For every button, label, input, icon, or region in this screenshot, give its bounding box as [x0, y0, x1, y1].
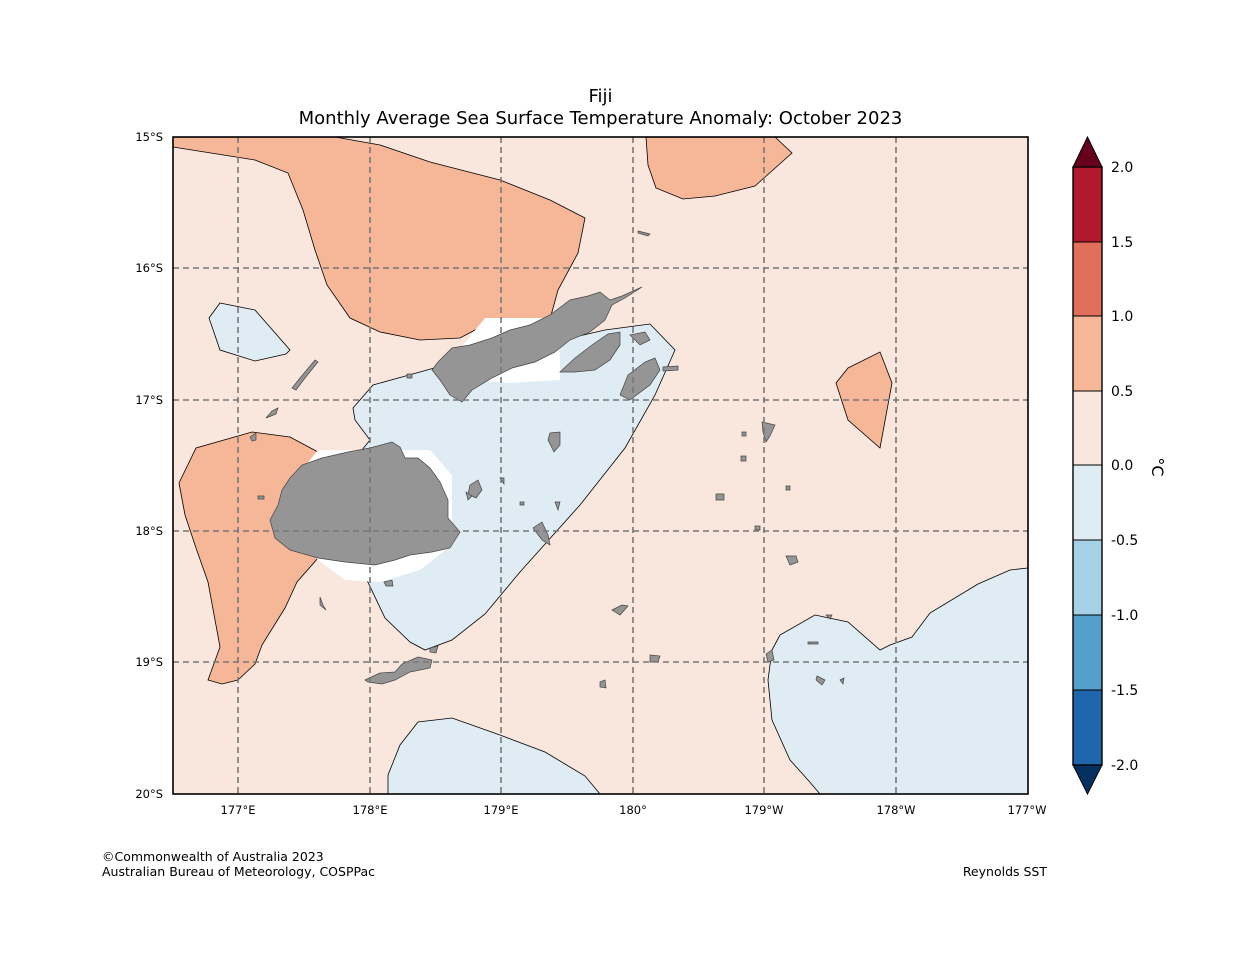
copyright-text: ©Commonwealth of Australia 2023 [102, 849, 324, 864]
data-source-text: Reynolds SST [962, 864, 1047, 879]
map-area [173, 137, 1028, 794]
vanua-levu-island [431, 286, 643, 403]
beqa-island [383, 579, 394, 587]
colorbar-dividers [1073, 241, 1102, 691]
lat-label-16s: 16°S [135, 261, 163, 275]
lon-label-178w: 178°W [876, 803, 915, 817]
gridlines [173, 137, 1028, 794]
cool-anomaly-southeast [767, 567, 1028, 794]
ovalau-island [467, 479, 483, 499]
map-title: Fiji Monthly Average Sea Surface Tempera… [173, 86, 1028, 130]
colorbar-tick-labels: 2.0 1.5 1.0 0.5 0.0 -0.5 -1.0 -1.5 -2.0 [1111, 160, 1138, 774]
lon-label-179e: 179°E [484, 803, 519, 817]
colorbar-label-neg-1-5: -1.5 [1111, 683, 1138, 699]
lakeba-island [785, 555, 799, 566]
colorbar-over-triangle [1072, 135, 1103, 168]
colorbar-label-0-0: 0.0 [1111, 458, 1133, 474]
small-islet-6 [637, 230, 651, 237]
colorbar-label-neg-1-0: -1.0 [1111, 608, 1138, 624]
footer-credits: ©Commonwealth of Australia 2023 Australi… [102, 849, 375, 879]
small-islet-14 [554, 501, 561, 512]
colorbar-segment-neg-1-5-to-neg-1-0 [1073, 615, 1102, 690]
qamea-island [629, 331, 651, 346]
colorbar: 2.0 1.5 1.0 0.5 0.0 -0.5 -1.0 -1.5 -2.0 … [1072, 135, 1167, 796]
kadavu-island [364, 656, 433, 685]
land-masses [249, 230, 845, 689]
small-islet-1 [741, 431, 747, 437]
colorbar-label-0-5: 0.5 [1111, 384, 1133, 400]
title-region: Fiji [588, 86, 613, 107]
small-islet-5 [662, 365, 679, 372]
colorbar-segment-neg-2-0-to-neg-1-5 [1073, 690, 1102, 765]
small-islet-9 [807, 641, 819, 645]
lon-label-178e: 178°E [353, 803, 388, 817]
colorbar-segment-1-0-to-1-5 [1073, 242, 1102, 316]
viti-levu-island [269, 441, 461, 566]
small-islet-18 [825, 614, 833, 620]
agency-text: Australian Bureau of Meteorology, COSPPa… [102, 864, 375, 879]
totoya-island [649, 654, 661, 663]
longitude-labels: 177°E 178°E 179°E 180° 179°W 178°W 177°W [221, 803, 1047, 817]
lat-label-20s: 20°S [135, 787, 163, 801]
colorbar-frame [1072, 166, 1103, 766]
gau-island [532, 521, 551, 546]
lon-label-179w: 179°W [744, 803, 783, 817]
cool-anomaly-northwest [208, 302, 291, 362]
small-islet-16 [257, 495, 265, 500]
taveuni-island [559, 331, 621, 373]
lau-island-north [619, 357, 661, 401]
colorbar-label-neg-2-0: -2.0 [1111, 758, 1138, 774]
lon-label-177e: 177°E [221, 803, 256, 817]
small-islet-15 [429, 645, 439, 654]
small-islet-2 [740, 455, 747, 462]
cool-anomaly-south [387, 717, 601, 794]
map-frame [172, 136, 1029, 795]
small-islet-11 [839, 677, 845, 685]
matuku-island [599, 679, 607, 689]
warm-anomaly-northeast [645, 137, 793, 200]
colorbar-segment-1-5-to-2-0 [1073, 167, 1102, 242]
lat-label-19s: 19°S [135, 655, 163, 669]
colorbar-label-neg-0-5: -0.5 [1111, 533, 1138, 549]
lon-label-180: 180° [619, 803, 647, 817]
small-islet-8 [249, 432, 257, 442]
title-description: Monthly Average Sea Surface Temperature … [298, 108, 903, 129]
warm-anomaly-north [173, 137, 586, 341]
lat-label-17s: 17°S [135, 393, 163, 407]
colorbar-segment-neg-1-0-to-neg-0-5 [1073, 540, 1102, 615]
lat-label-18s: 18°S [135, 524, 163, 538]
colorbar-under-triangle [1072, 764, 1103, 796]
small-islet-13 [519, 501, 525, 506]
small-islet-7 [406, 373, 413, 379]
lat-label-15s: 15°S [135, 130, 163, 144]
vatulele-island [319, 596, 327, 611]
small-islet-4 [785, 485, 791, 491]
mamanuca-islands [265, 407, 279, 419]
colorbar-label-1-5: 1.5 [1111, 235, 1133, 251]
koro-island [547, 431, 561, 453]
small-islet-10 [815, 675, 826, 686]
colorbar-unit-label: °C [1148, 457, 1167, 476]
colorbar-label-2-0: 2.0 [1111, 160, 1133, 176]
moala-island [611, 604, 629, 616]
colorbar-segment-0-0-to-0-5 [1073, 391, 1102, 465]
small-islet-17 [465, 491, 473, 501]
yasawa-islands [291, 359, 319, 391]
small-islet-3 [754, 525, 761, 531]
vanua-balavu-island [761, 421, 776, 443]
colorbar-segment-0-5-to-1-0 [1073, 316, 1102, 391]
cicia-island [715, 493, 725, 501]
lon-label-177w: 177°W [1007, 803, 1046, 817]
colorbar-label-1-0: 1.0 [1111, 309, 1133, 325]
latitude-labels: 15°S 16°S 17°S 18°S 19°S 20°S [135, 130, 163, 801]
colorbar-segment-neg-0-5-to-0-0 [1073, 465, 1102, 540]
ono-ilau-island [765, 649, 775, 663]
